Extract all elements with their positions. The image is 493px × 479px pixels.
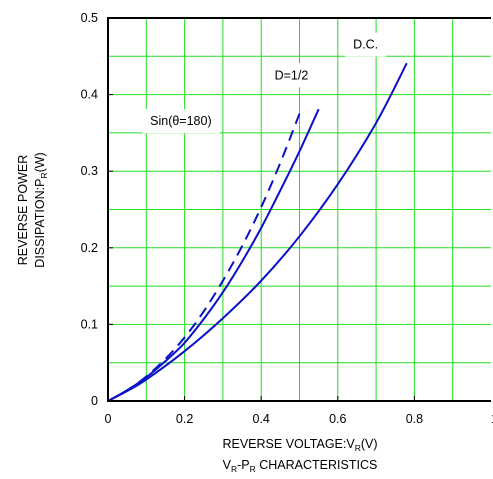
x-tick-label: 0.2 xyxy=(176,412,193,426)
series-annotation-0: D.C. xyxy=(353,38,378,52)
y-tick-label: 0.3 xyxy=(81,164,98,178)
y-tick-label: 0.1 xyxy=(81,317,98,331)
series-annotation-2: Sin(θ=180) xyxy=(150,114,212,128)
x-tick-label: 0.8 xyxy=(406,412,423,426)
x-axis-label: REVERSE VOLTAGE:VR(V) xyxy=(222,437,377,453)
y-tick-label: 0.4 xyxy=(81,88,98,102)
x-tick-label: 0 xyxy=(105,412,112,426)
y-axis-label: REVERSE POWER DISSIPATION:PR(W) xyxy=(16,152,49,267)
y-tick-label: 0 xyxy=(91,394,98,408)
y-tick-label: 0.5 xyxy=(81,11,98,25)
x-tick-label: 0.4 xyxy=(253,412,270,426)
series-annotation-1: D=1/2 xyxy=(275,68,309,82)
y-axis-label-line1: REVERSE POWER xyxy=(16,155,30,265)
x-tick-label: 0.6 xyxy=(329,412,346,426)
y-tick-label: 0.2 xyxy=(81,241,98,255)
chart-caption: VR-PR CHARACTERISTICS xyxy=(223,458,378,474)
y-axis-label-line2: DISSIPATION:PR(W) xyxy=(33,152,49,267)
